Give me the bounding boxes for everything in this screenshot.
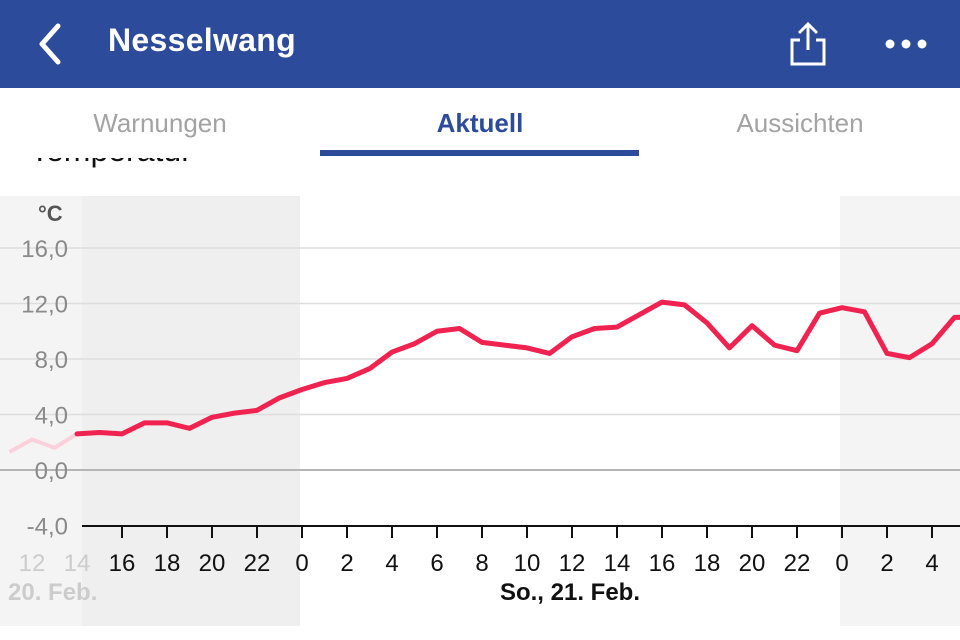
x-tick-label: 16: [649, 550, 676, 577]
page-title: Nesselwang: [108, 22, 296, 58]
day-label-current: So., 21. Feb.: [500, 579, 640, 606]
tab-aktuell[interactable]: Aktuell: [436, 108, 524, 138]
tab-warnungen[interactable]: Warnungen: [93, 108, 227, 138]
y-axis-unit: °C: [38, 201, 63, 226]
shade-left-outer: [0, 196, 82, 626]
day-label-prev: 20. Feb.: [8, 579, 97, 606]
x-tick-label: 18: [694, 550, 721, 577]
x-tick-label: 4: [925, 550, 938, 577]
x-tick-label: 12: [19, 550, 46, 577]
y-tick-label: -4,0: [27, 514, 68, 541]
series-line: [74, 299, 960, 437]
app-bar: Nesselwang: [0, 0, 960, 88]
y-tick-label: 4,0: [35, 403, 68, 430]
x-tick-label: 20: [739, 550, 766, 577]
more-horizontal-icon[interactable]: [882, 24, 930, 64]
shade-day-1: [82, 196, 300, 626]
x-tick-label: 0: [835, 550, 848, 577]
y-tick-label: 0,0: [35, 458, 68, 485]
x-tick-label: 14: [604, 550, 631, 577]
x-tick-label: 2: [340, 550, 353, 577]
x-tick-label: 8: [475, 550, 488, 577]
x-tick-label: 0: [295, 550, 308, 577]
x-tick-label: 22: [784, 550, 811, 577]
x-tick-label: 18: [154, 550, 181, 577]
x-tick-label: 6: [430, 550, 443, 577]
chevron-left-icon[interactable]: [28, 20, 76, 68]
x-tick-label: 2: [880, 550, 893, 577]
temperature-chart: 16,012,08,04,00,0-4,0°C12 14 16 18 20 22 0 2 4 6 8…: [0, 196, 960, 626]
x-tick-label: 12: [559, 550, 586, 577]
x-tick-label: 14: [64, 550, 91, 577]
active-tab-indicator: [320, 150, 639, 156]
tab-aussichten[interactable]: Aussichten: [736, 108, 864, 138]
x-tick-label: 16: [109, 550, 136, 577]
y-tick-label: 8,0: [35, 347, 68, 374]
x-tick-label: 22: [244, 550, 271, 577]
tab-bar: Warnungen Aktuell Aussichten: [0, 88, 960, 158]
shade-day-3: [840, 196, 960, 626]
share-icon[interactable]: [786, 20, 830, 68]
y-tick-label: 16,0: [21, 236, 68, 263]
x-tick-label: 4: [385, 550, 398, 577]
x-tick-label: 10: [514, 550, 541, 577]
x-tick-label: 20: [199, 550, 226, 577]
y-tick-label: 12,0: [21, 292, 68, 319]
